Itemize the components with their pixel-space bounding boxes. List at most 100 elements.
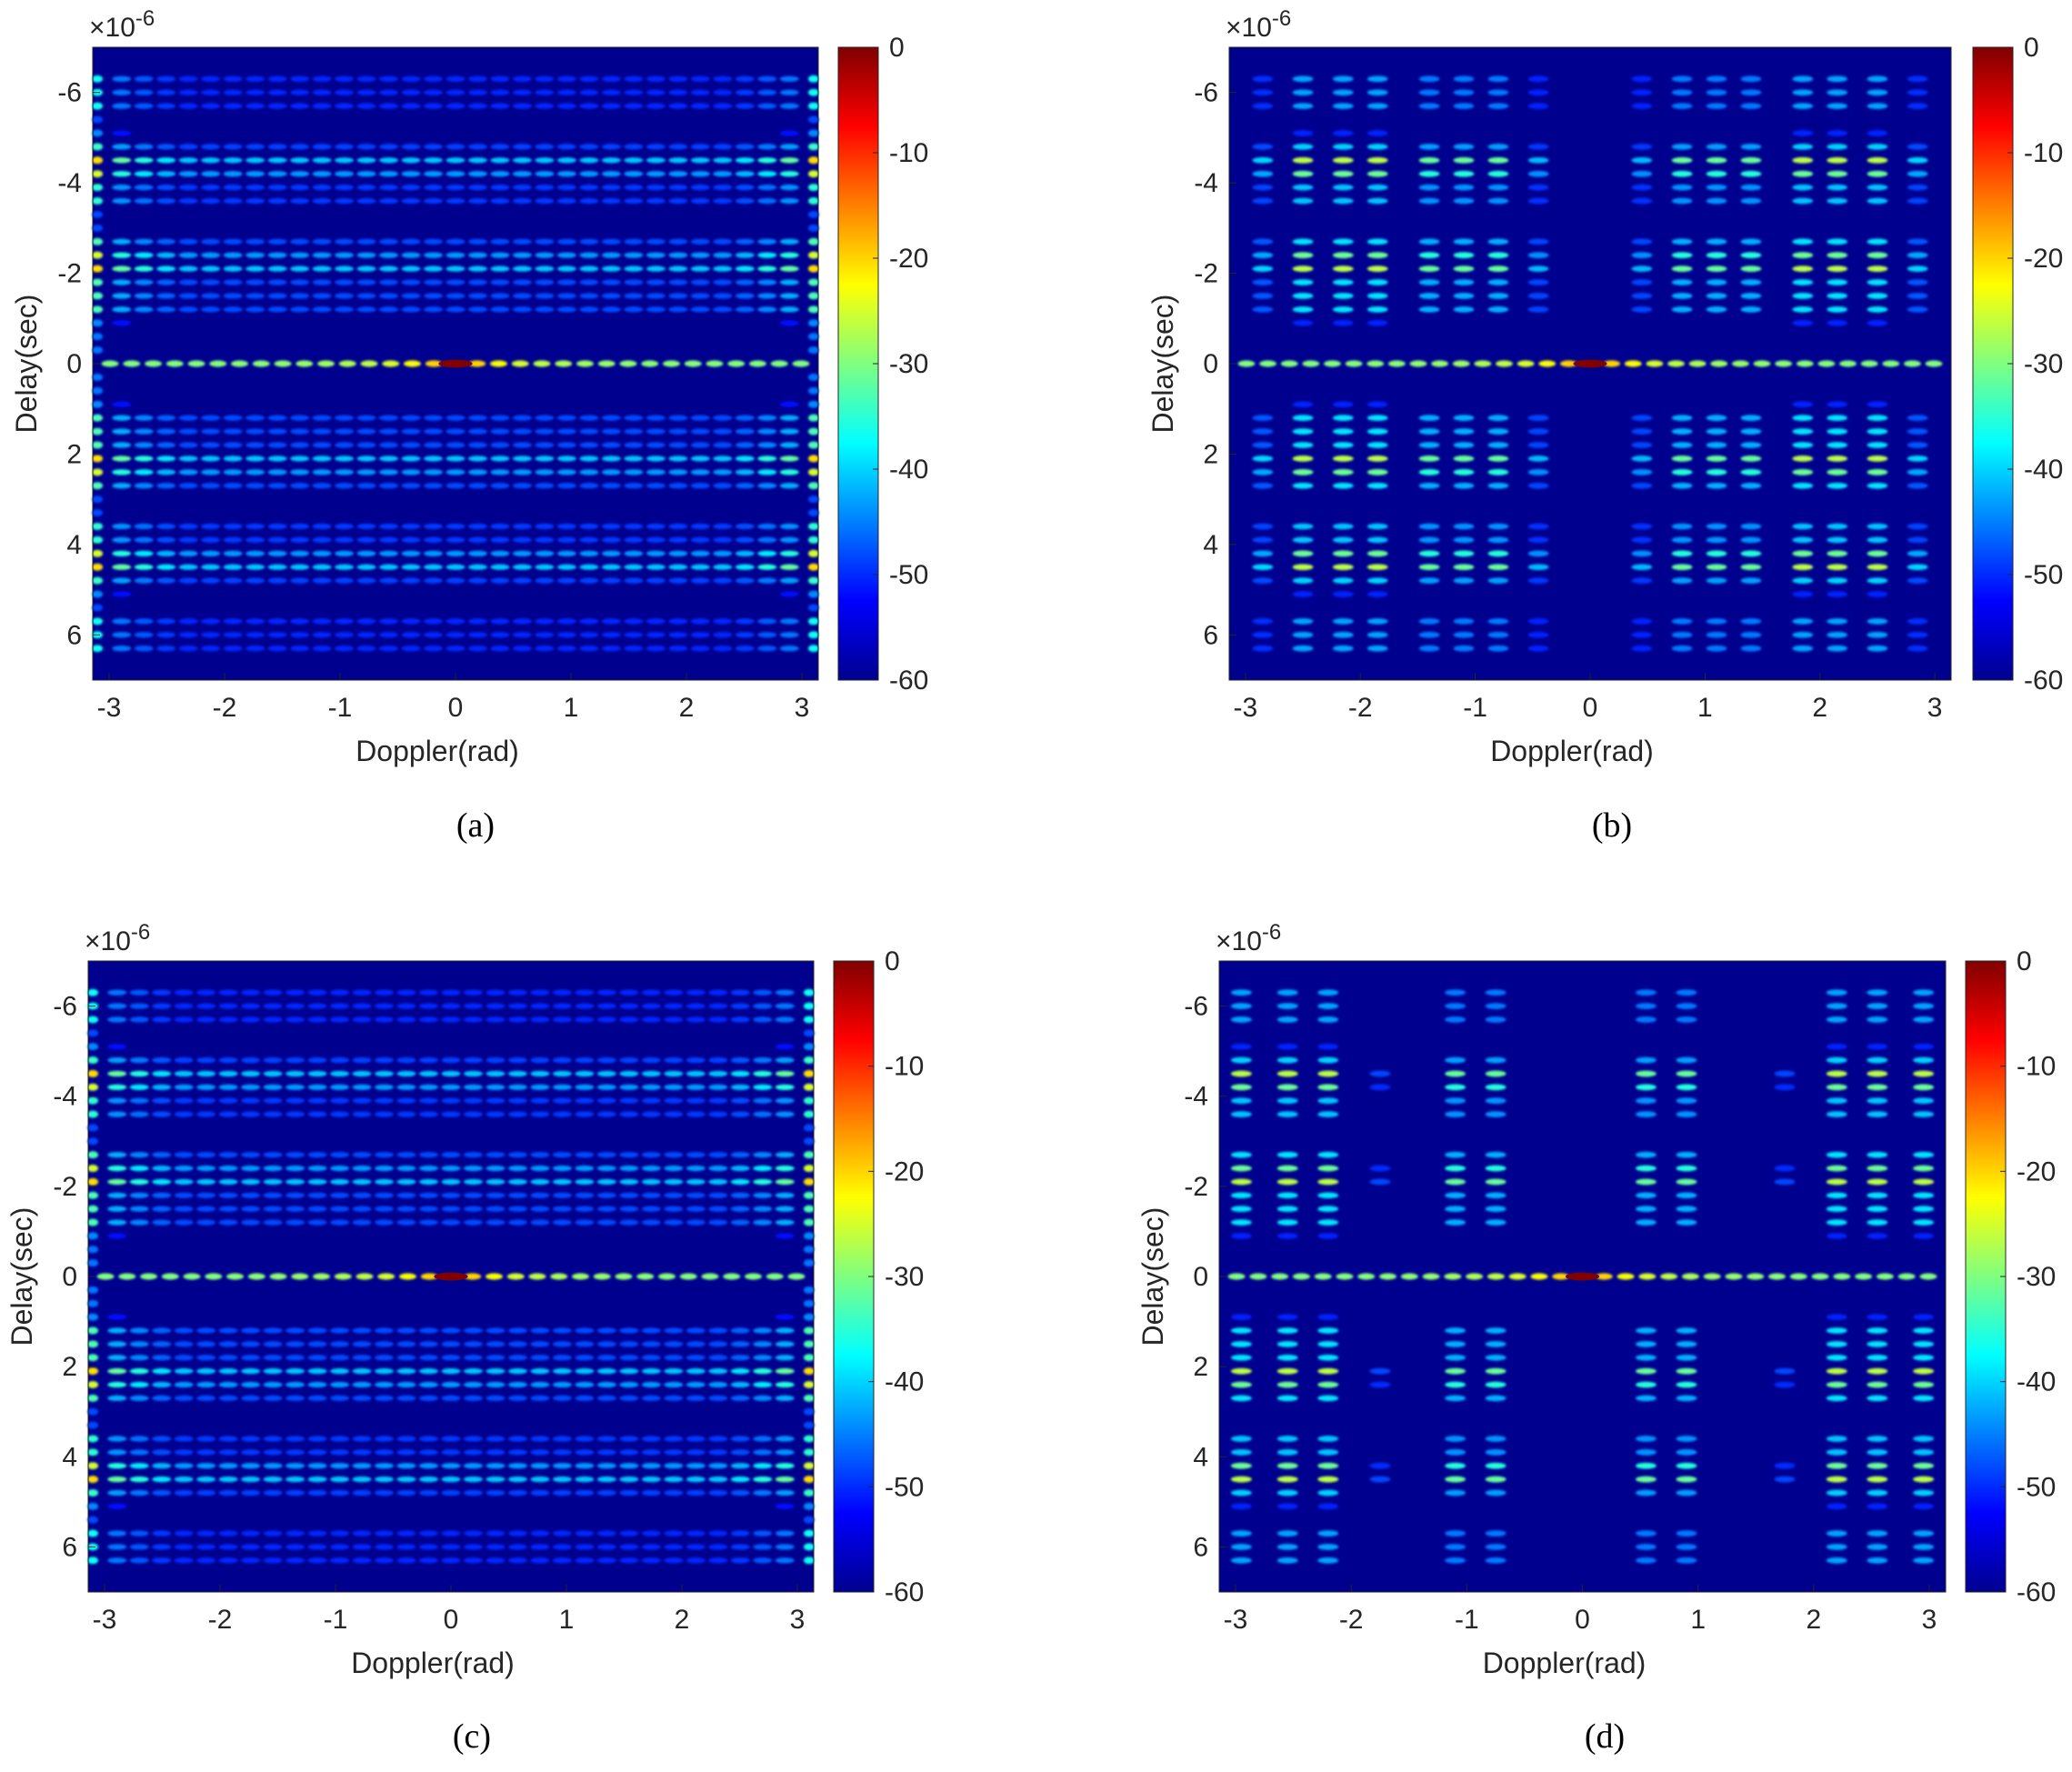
lobe: [312, 536, 332, 544]
lobe: [686, 1151, 706, 1158]
lobe: [129, 1530, 149, 1537]
lobe: [1332, 456, 1354, 462]
lobe: [1740, 631, 1762, 638]
lobe: [152, 1056, 172, 1064]
lobe: [1740, 143, 1762, 150]
edge-lobe: [92, 549, 104, 557]
lobe: [285, 1530, 305, 1537]
lobe: [401, 442, 421, 448]
lobe: [579, 184, 599, 191]
lobe: [1276, 1367, 1298, 1375]
lobe: [535, 523, 555, 530]
lobe: [464, 1070, 483, 1077]
lobe: [468, 415, 487, 421]
lobe: [664, 1056, 684, 1064]
lobe: [1792, 617, 1814, 625]
lobe: [468, 252, 487, 258]
edge-lobe: [803, 1543, 815, 1551]
lobe: [730, 1367, 750, 1375]
lobe: [178, 632, 198, 638]
lobe: [619, 1070, 639, 1077]
lobe: [335, 293, 355, 299]
lobe: [129, 1367, 149, 1375]
lobe: [552, 1476, 572, 1483]
ridge-lobe: [1603, 360, 1621, 367]
lobe: [174, 1395, 194, 1402]
lobe: [686, 1367, 706, 1375]
edge-lobe: [87, 1205, 99, 1213]
ridge-lobe: [615, 1273, 633, 1280]
colorbar-tick-label: -10: [885, 1052, 924, 1082]
x-tick-label: 3: [790, 1605, 806, 1635]
x-tick-label: 1: [1690, 1605, 1706, 1635]
lobe: [779, 523, 799, 530]
edge-lobe: [92, 346, 104, 355]
lobe: [757, 265, 777, 272]
lobe: [1671, 89, 1693, 96]
lobe: [223, 184, 243, 191]
lobe: [575, 1489, 595, 1497]
lobe: [290, 265, 310, 272]
lobe: [579, 428, 599, 435]
y-tick-label: -4: [57, 168, 82, 198]
lobe: [601, 306, 621, 313]
lobe: [1913, 1219, 1935, 1226]
lobe: [646, 157, 666, 164]
edge-lobe: [807, 604, 819, 612]
lobe: [1671, 617, 1693, 625]
lobe: [735, 469, 755, 476]
ridge-lobe: [1919, 1273, 1937, 1280]
lobe: [1369, 1476, 1391, 1483]
lobe: [241, 1489, 261, 1497]
lobe: [1671, 197, 1693, 205]
lobe: [646, 456, 666, 462]
lobe: [713, 523, 733, 530]
lobe: [507, 1084, 527, 1091]
lobe: [708, 1341, 728, 1347]
lobe: [1907, 238, 1928, 245]
edge-lobe: [87, 1286, 99, 1294]
ridge-lobe: [701, 1273, 719, 1280]
lobe: [664, 1463, 684, 1469]
lobe: [641, 1206, 661, 1212]
lobe: [156, 75, 176, 83]
lobe: [730, 1557, 750, 1564]
lobe: [1631, 523, 1653, 530]
lobe: [196, 1016, 216, 1023]
edge-lobe: [92, 237, 104, 245]
lobe: [619, 1355, 639, 1361]
lobe: [596, 1056, 616, 1064]
lobe: [1487, 577, 1509, 585]
lobe: [646, 469, 666, 476]
lobe: [556, 415, 576, 421]
lobe: [1418, 523, 1440, 530]
lobe: [1740, 645, 1762, 652]
lobe: [1445, 1111, 1466, 1117]
lobe: [552, 1544, 572, 1550]
lobe: [1418, 536, 1440, 544]
lobe: [290, 89, 310, 95]
lobe: [1740, 523, 1762, 530]
lobe: [596, 1178, 616, 1186]
lobe: [1826, 1151, 1847, 1158]
lobe: [441, 1395, 461, 1402]
lobe: [1418, 305, 1440, 313]
lobe: [485, 1151, 505, 1158]
ridge-lobe: [360, 360, 378, 367]
lobe: [134, 456, 154, 462]
lobe: [375, 1084, 395, 1091]
lobe: [624, 564, 644, 570]
lobe: [1366, 442, 1388, 448]
lobe: [1230, 1354, 1252, 1361]
lobe: [290, 184, 310, 191]
edge-lobe: [92, 536, 104, 544]
lobe: [419, 1003, 438, 1009]
lobe: [490, 157, 510, 164]
lobe: [485, 1395, 505, 1402]
lobe: [690, 306, 710, 313]
lobe: [1907, 564, 1928, 571]
lobe: [1631, 156, 1653, 164]
lobe: [1867, 1097, 1888, 1105]
main-lobe-peak: [1573, 359, 1607, 368]
lobe: [753, 1097, 773, 1104]
